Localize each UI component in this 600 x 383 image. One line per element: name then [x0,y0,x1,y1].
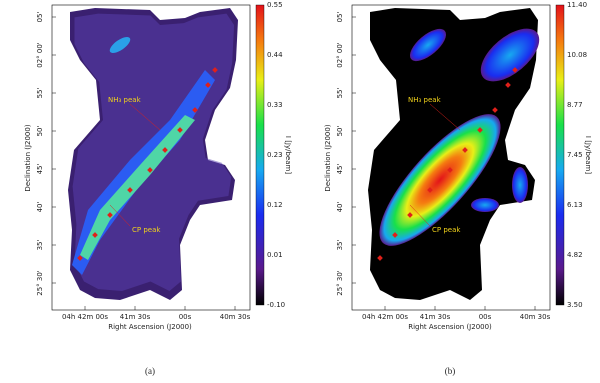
panel-label: (b) [445,366,456,376]
colorbar-label: I [Jy/beam] [584,136,592,174]
x-axis-label: Right Ascension (J2000) [108,323,192,331]
colorbar-tick-label: 0.12 [267,201,283,209]
source-marker [447,167,453,173]
source-marker [377,255,383,261]
source-marker [392,232,398,238]
clump [480,28,540,82]
clump [512,167,528,203]
source-marker [92,232,98,238]
source-marker [212,67,218,73]
y-tick-label: 45' [336,164,344,175]
colorbar-label: I [Jy/beam] [284,136,292,174]
colorbar-tick-label: 0.23 [267,151,283,159]
annotation: NH₃ peak [408,96,442,104]
source-marker [77,255,83,261]
colorbar-tick-label: 4.82 [567,251,583,259]
colorbar-tick-label: 0.01 [267,251,283,259]
x-tick-label: 40m 30s [220,313,251,321]
y-tick-label: 02° 00' [36,42,44,68]
source-marker [147,167,153,173]
colorbar-tick-label: 7.45 [567,151,583,159]
annotation: CP peak [132,226,161,234]
x-tick-label: 04h 42m 00s [62,313,108,321]
y-tick-label: 50' [336,126,344,137]
x-tick-label: 40m 30s [520,313,551,321]
colorbar [555,4,565,306]
source-marker [205,82,211,88]
y-tick-label: 45' [36,164,44,175]
panel-label: (a) [145,366,155,376]
y-tick-label: 55' [336,88,344,99]
x-tick-label: 41m 30s [420,313,451,321]
source-marker [407,212,413,218]
colorbar-tick-label: 0.55 [267,1,283,9]
y-axis-label: Declination (J2000) [24,124,32,191]
y-tick-label: 05' [336,12,344,23]
colorbar-tick-label: 8.77 [567,101,583,109]
colorbar-tick-label: 0.33 [267,101,283,109]
y-tick-label: 50' [36,126,44,137]
y-tick-label: 35' [36,240,44,251]
source-marker [127,187,133,193]
source-marker [505,82,511,88]
colorbar-tick-label: 6.13 [567,201,583,209]
x-tick-label: 04h 42m 00s [362,313,408,321]
clump [109,36,131,54]
source-marker [512,67,518,73]
x-tick-label: 00s [479,313,492,321]
clump [409,28,447,62]
colorbar-tick-label: 11.40 [567,1,587,9]
x-axis-label: Right Ascension (J2000) [408,323,492,331]
annotation-line [109,204,131,227]
annotation: CP peak [432,226,461,234]
y-tick-label: 40' [336,202,344,213]
y-tick-label: 25° 30' [36,270,44,296]
annotation-line [409,204,431,227]
source-marker [462,147,468,153]
colorbar-tick-label: 10.08 [567,51,587,59]
map-panel: NH₃ peak CP peak 05' 02° 00' 55' 50' 45' 40' 35'… [24,1,292,376]
annotation-line [129,103,161,131]
y-tick-label: 05' [36,12,44,23]
x-tick-label: 00s [179,313,192,321]
x-tick-label: 41m 30s [120,313,151,321]
colorbar-tick-label: 3.50 [567,301,583,309]
clump [471,198,499,212]
source-marker [177,127,183,133]
y-tick-label: 02° 00' [336,42,344,68]
y-tick-label: 25° 30' [336,270,344,296]
source-marker [492,107,498,113]
y-tick-label: 55' [36,88,44,99]
annotation-line [429,103,461,131]
source-marker [477,127,483,133]
y-tick-label: 40' [36,202,44,213]
map-panel: NH₃ peak CP peak 05' 02° 00' 55' 50' 45' 40' 35'… [324,1,592,376]
source-marker [162,147,168,153]
y-axis-label: Declination (J2000) [324,124,332,191]
colorbar-tick-label: -0.10 [267,301,285,309]
colorbar [255,4,265,306]
source-marker [427,187,433,193]
annotation: NH₃ peak [108,96,142,104]
colorbar-tick-label: 0.44 [267,51,283,59]
source-marker [107,212,113,218]
y-tick-label: 35' [336,240,344,251]
source-marker [192,107,198,113]
